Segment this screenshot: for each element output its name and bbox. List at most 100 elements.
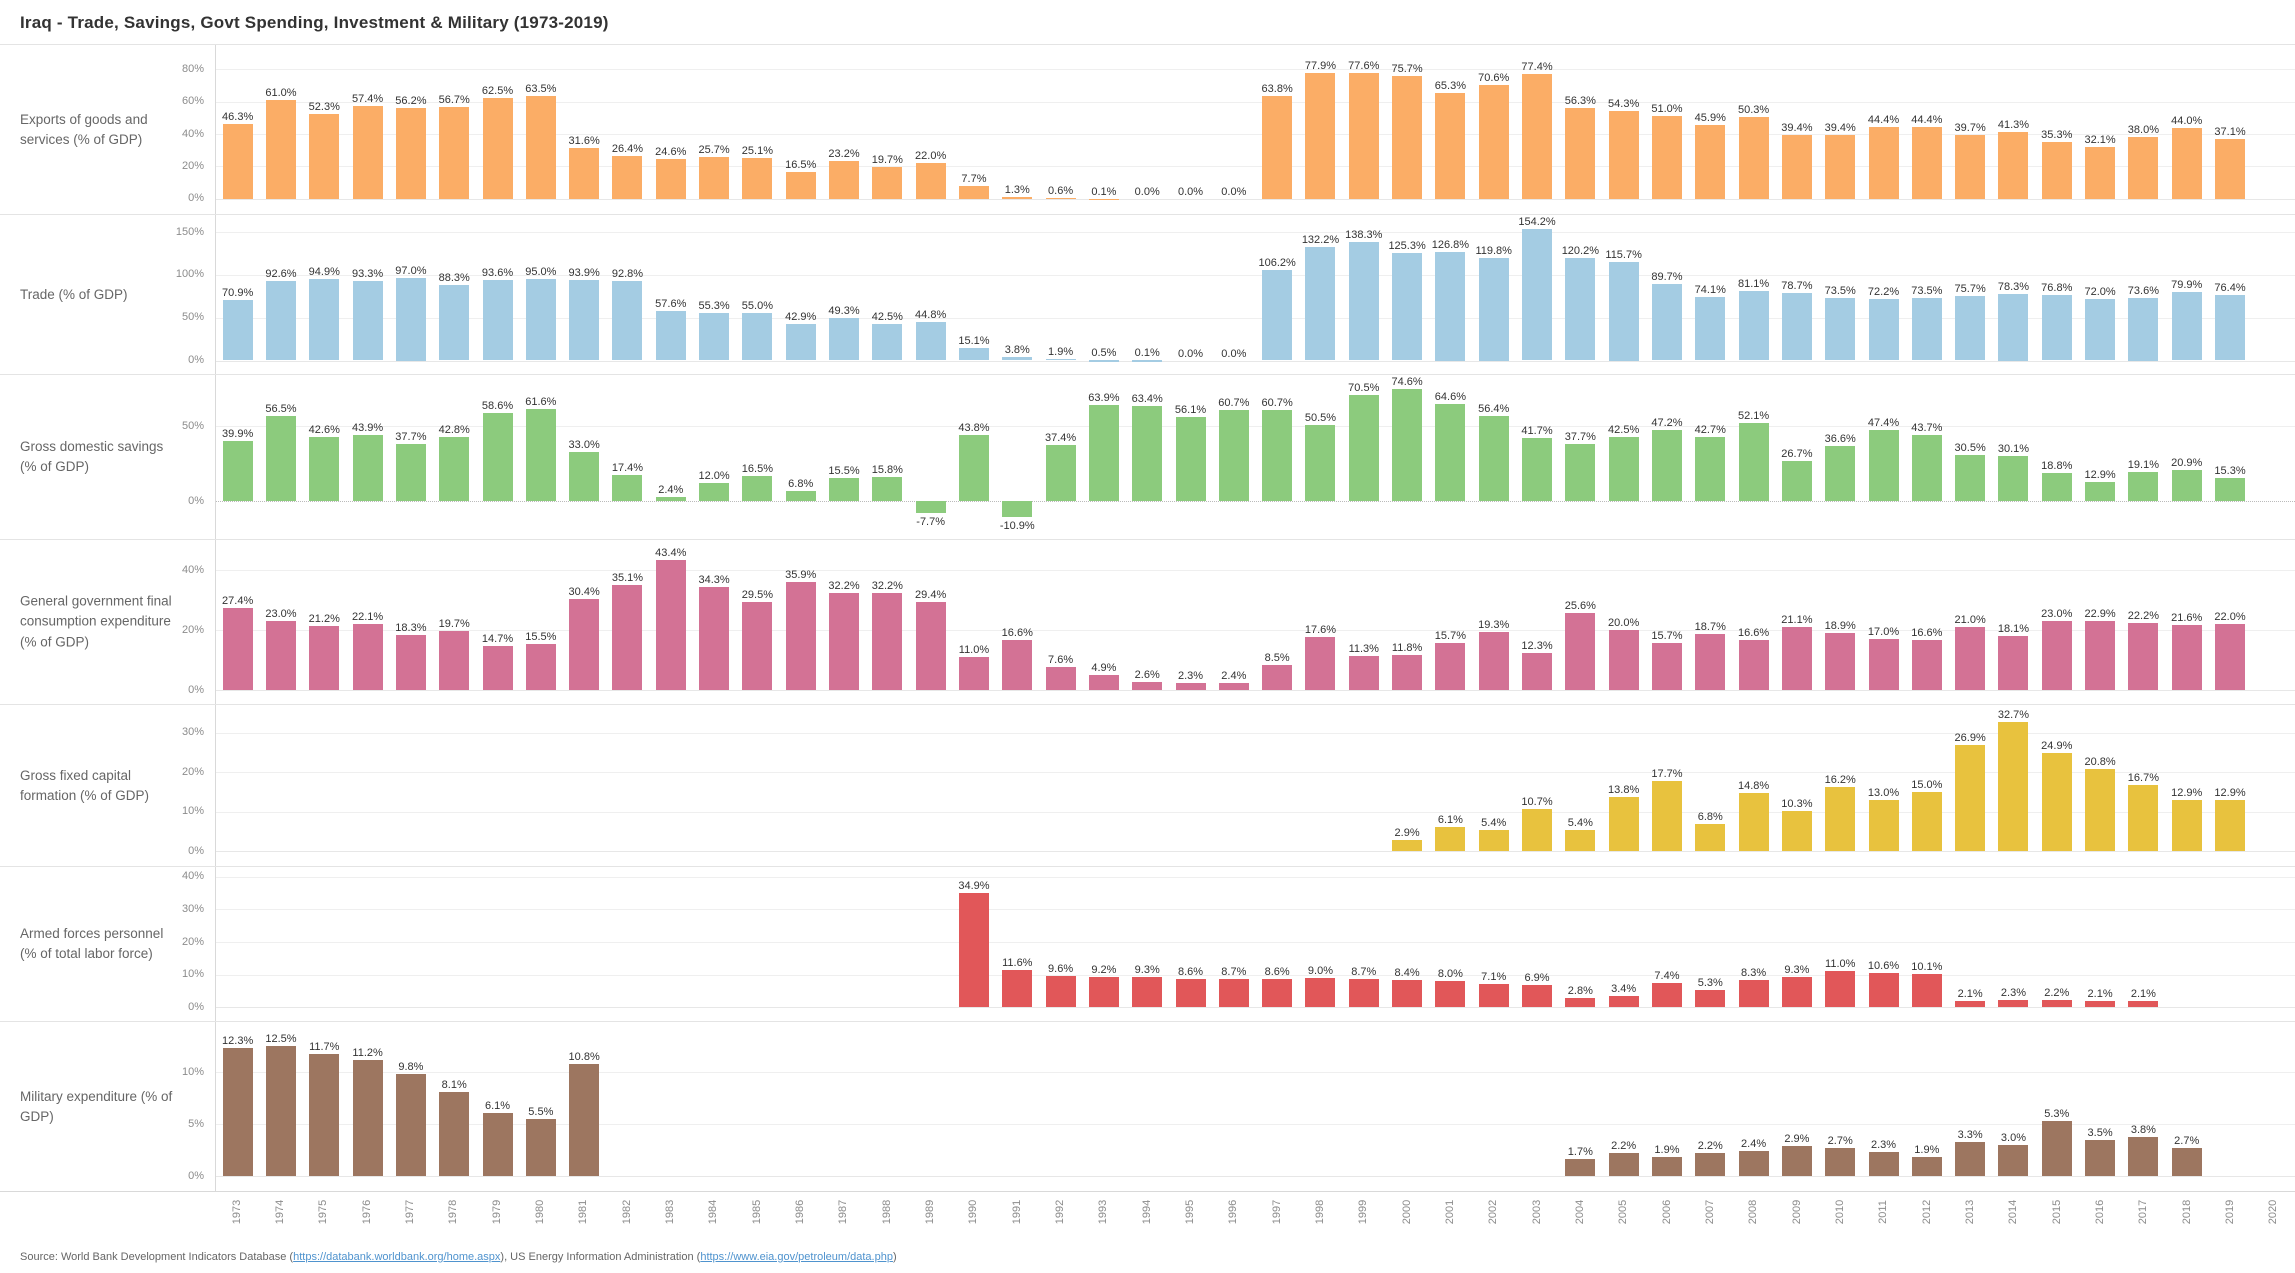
bar[interactable] [1825, 633, 1856, 690]
bar[interactable] [222, 607, 253, 690]
bar[interactable] [2085, 769, 2116, 852]
bar[interactable] [1565, 613, 1596, 690]
bar[interactable] [1738, 117, 1769, 199]
bar[interactable] [612, 156, 643, 199]
bar[interactable] [439, 436, 470, 501]
bar[interactable] [1608, 261, 1639, 361]
bar[interactable] [785, 323, 816, 361]
bar[interactable] [699, 587, 730, 690]
bar[interactable] [352, 623, 383, 690]
bar[interactable] [2215, 624, 2246, 690]
bar[interactable] [1868, 429, 1899, 501]
bar[interactable] [655, 559, 686, 690]
bar[interactable] [569, 451, 600, 501]
bar[interactable] [222, 123, 253, 199]
bar[interactable] [309, 279, 340, 361]
bar[interactable] [612, 281, 643, 361]
bar[interactable] [1088, 977, 1119, 1008]
bar[interactable] [1781, 810, 1812, 852]
bar[interactable] [829, 161, 860, 199]
bar[interactable] [482, 97, 513, 199]
bar[interactable] [1262, 269, 1293, 361]
bar[interactable] [1998, 999, 2029, 1008]
bar[interactable] [1911, 640, 1942, 690]
bar[interactable] [2215, 138, 2246, 199]
bar[interactable] [1132, 405, 1163, 501]
bar[interactable] [1998, 722, 2029, 852]
bar[interactable] [1738, 422, 1769, 502]
bar[interactable] [1825, 297, 1856, 361]
bar[interactable] [1478, 258, 1509, 361]
bar[interactable] [1002, 196, 1033, 199]
source-link-eia[interactable]: https://www.eia.gov/petroleum/data.php [700, 1251, 893, 1263]
bar[interactable] [1305, 425, 1336, 502]
bar[interactable] [2128, 1136, 2159, 1177]
bar[interactable] [395, 277, 426, 361]
bar[interactable] [1998, 131, 2029, 199]
bar[interactable] [655, 311, 686, 361]
bar[interactable] [395, 1074, 426, 1177]
bar[interactable] [1565, 1158, 1596, 1177]
bar[interactable] [2171, 127, 2202, 199]
bar[interactable] [1998, 455, 2029, 501]
bar[interactable] [655, 497, 686, 501]
bar[interactable] [525, 643, 556, 690]
bar[interactable] [1435, 93, 1466, 199]
bar[interactable] [1348, 73, 1379, 199]
bar[interactable] [1132, 360, 1163, 362]
bar[interactable] [1522, 438, 1553, 501]
bar[interactable] [1522, 808, 1553, 852]
bar[interactable] [2171, 469, 2202, 501]
bar[interactable] [1695, 124, 1726, 199]
bar[interactable] [1781, 977, 1812, 1008]
bar[interactable] [1955, 1000, 1986, 1008]
bar[interactable] [265, 100, 296, 199]
bar[interactable] [395, 107, 426, 199]
bar[interactable] [1911, 435, 1942, 501]
bar[interactable] [1911, 791, 1942, 852]
bar[interactable] [1868, 126, 1899, 199]
bar[interactable] [2041, 1000, 2072, 1008]
bar[interactable] [1651, 1156, 1682, 1177]
bar[interactable] [2085, 1139, 2116, 1177]
bar[interactable] [1088, 360, 1119, 362]
bar[interactable] [1695, 990, 1726, 1008]
bar[interactable] [872, 166, 903, 199]
bar[interactable] [1738, 1151, 1769, 1177]
bar[interactable] [1825, 135, 1856, 199]
bar[interactable] [1781, 135, 1812, 199]
bar[interactable] [309, 626, 340, 690]
bar[interactable] [1305, 72, 1336, 199]
bar[interactable] [2085, 1000, 2116, 1008]
bar[interactable] [1955, 744, 1986, 852]
bar[interactable] [1608, 996, 1639, 1008]
bar[interactable] [785, 490, 816, 501]
bar[interactable] [569, 147, 600, 199]
bar[interactable] [525, 279, 556, 361]
bar[interactable] [1002, 501, 1033, 518]
bar[interactable] [1781, 1146, 1812, 1177]
bar[interactable] [1175, 979, 1206, 1008]
bar[interactable] [1305, 977, 1336, 1008]
bar[interactable] [1348, 395, 1379, 502]
bar[interactable] [1651, 116, 1682, 199]
bar[interactable] [395, 635, 426, 690]
bar[interactable] [1088, 405, 1119, 501]
bar[interactable] [352, 1059, 383, 1177]
bar[interactable] [1478, 84, 1509, 199]
bar[interactable] [699, 313, 730, 361]
bar[interactable] [1651, 283, 1682, 361]
bar[interactable] [1522, 228, 1553, 361]
bar[interactable] [1435, 642, 1466, 690]
bar[interactable] [569, 598, 600, 690]
bar[interactable] [1392, 389, 1423, 501]
bar[interactable] [2171, 625, 2202, 690]
bar[interactable] [785, 172, 816, 199]
bar[interactable] [1435, 827, 1466, 852]
bar[interactable] [958, 186, 989, 199]
bar[interactable] [1695, 633, 1726, 690]
bar[interactable] [1175, 683, 1206, 690]
bar[interactable] [1781, 626, 1812, 690]
bar[interactable] [915, 601, 946, 690]
bar[interactable] [1998, 293, 2029, 361]
